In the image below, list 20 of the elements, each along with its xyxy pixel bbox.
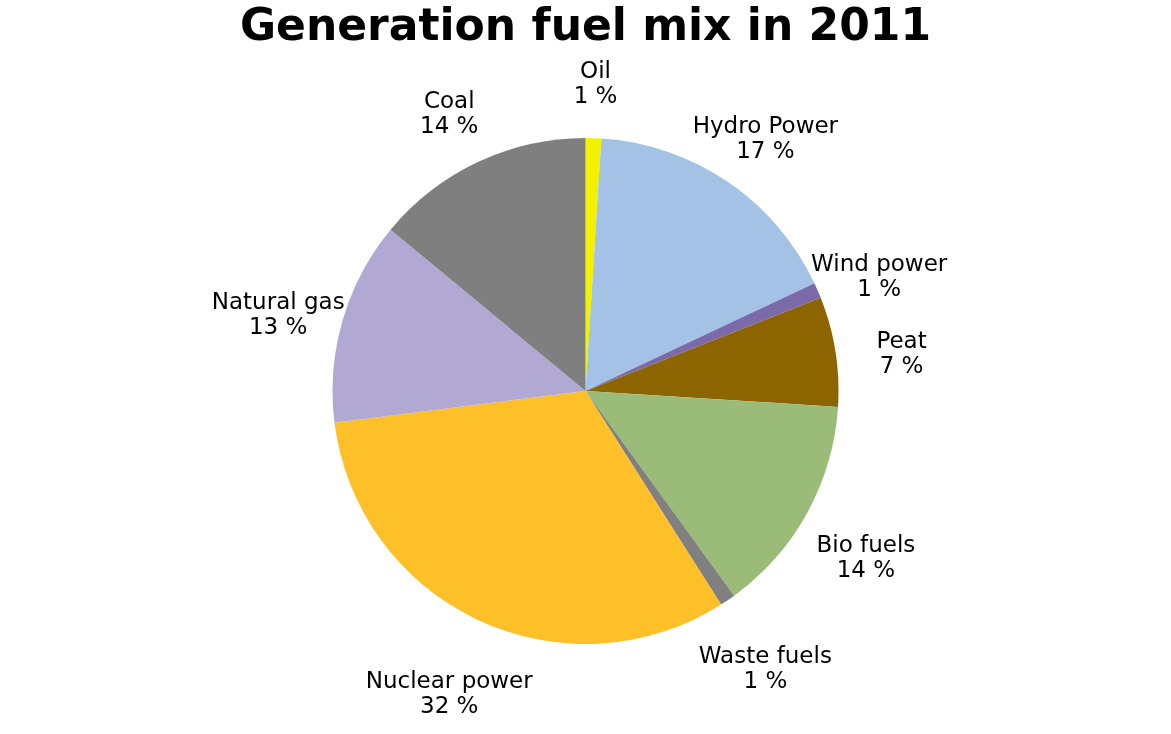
data-label: 1 % bbox=[573, 82, 618, 109]
slice-label: Wind power bbox=[811, 249, 948, 276]
data-label: 14 % bbox=[420, 112, 479, 139]
pie-slice bbox=[585, 297, 839, 407]
slice-label: Natural gas bbox=[211, 287, 345, 314]
pie-slice bbox=[390, 138, 586, 391]
pie-slice bbox=[334, 391, 722, 644]
slice-label: Peat bbox=[876, 326, 927, 353]
data-label: 1 % bbox=[743, 666, 788, 693]
data-label: 14 % bbox=[836, 556, 896, 583]
slice-label: Coal bbox=[423, 87, 475, 114]
chart-title: Generation fuel mix in 2011 bbox=[239, 0, 932, 50]
slice-label: Oil bbox=[580, 57, 611, 84]
slice-label: Nuclear power bbox=[365, 666, 534, 693]
slice-label: Hydro Power bbox=[692, 112, 839, 139]
slice-label: Bio fuels bbox=[816, 531, 916, 558]
slice-label: Waste fuels bbox=[698, 641, 832, 668]
data-label: 7 % bbox=[879, 351, 924, 378]
pie-slice bbox=[585, 391, 735, 605]
data-label: 17 % bbox=[736, 137, 795, 164]
